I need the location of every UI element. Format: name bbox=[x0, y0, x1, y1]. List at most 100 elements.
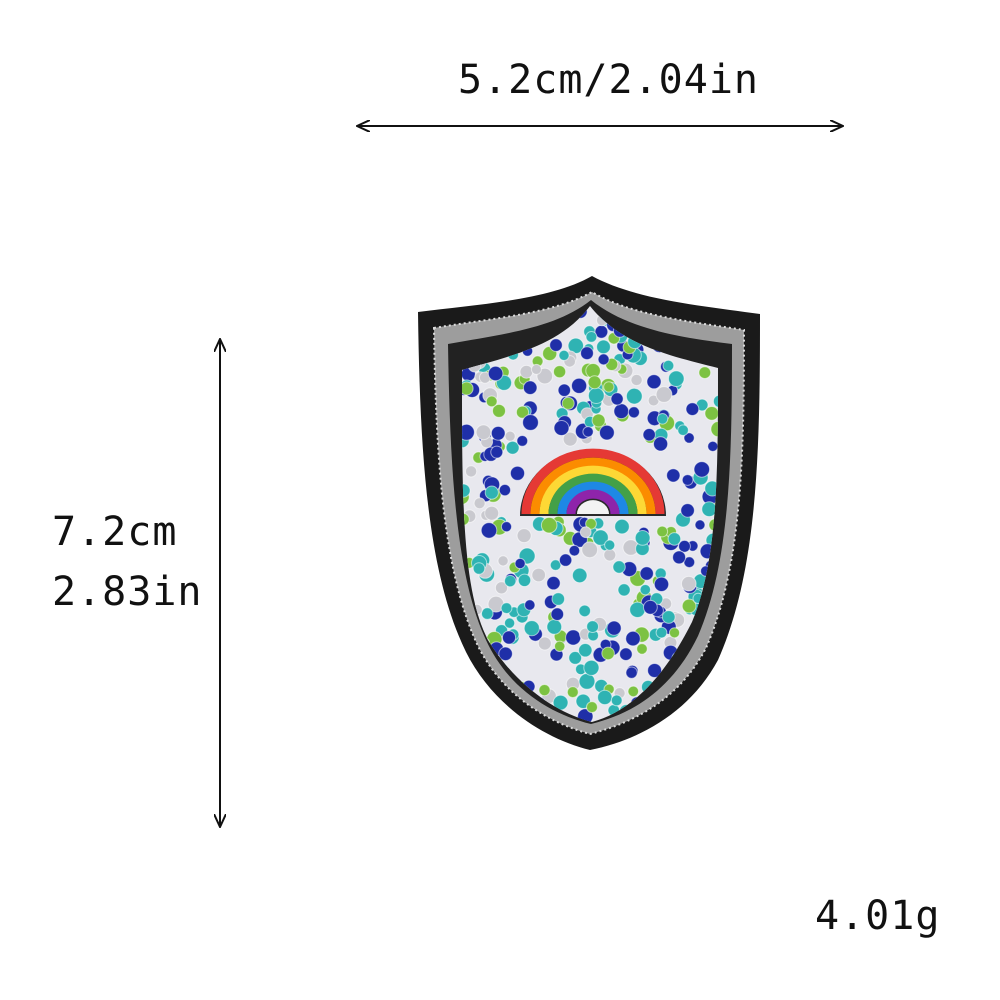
rhinestone bbox=[642, 428, 656, 442]
rhinestone bbox=[549, 338, 563, 352]
rhinestone bbox=[712, 394, 718, 408]
rhinestone bbox=[617, 583, 631, 597]
rhinestone bbox=[519, 364, 534, 379]
rhinestone bbox=[672, 550, 687, 565]
rhinestone bbox=[597, 353, 610, 366]
rhinestone bbox=[592, 529, 609, 546]
rhinestone bbox=[643, 599, 658, 615]
rhinestone bbox=[701, 501, 718, 518]
rhinestone bbox=[579, 526, 592, 539]
rhinestone bbox=[656, 413, 669, 425]
rhinestone bbox=[516, 528, 532, 544]
rhinestone bbox=[610, 392, 624, 406]
rhinestone bbox=[693, 701, 706, 714]
rhinestone bbox=[553, 365, 567, 379]
rhinestone bbox=[487, 365, 504, 382]
height-cm-label: 7.2cm bbox=[52, 509, 178, 555]
rhinestone bbox=[531, 567, 547, 583]
rhinestone bbox=[554, 640, 566, 652]
rhinestone bbox=[498, 483, 512, 497]
rhinestone bbox=[694, 698, 712, 716]
rhinestone bbox=[639, 566, 654, 581]
rhinestone bbox=[484, 505, 500, 521]
rhinestone bbox=[514, 557, 526, 570]
rhinestone bbox=[538, 684, 551, 697]
rhinestone bbox=[614, 518, 630, 535]
rhinestone bbox=[523, 620, 540, 637]
rhinestone bbox=[625, 666, 638, 679]
rhinestone bbox=[668, 370, 685, 388]
rhinestone bbox=[553, 420, 570, 436]
rhinestone bbox=[485, 395, 498, 408]
rhinestone bbox=[693, 461, 711, 478]
rhinestone bbox=[501, 630, 517, 645]
rhinestone bbox=[587, 375, 602, 390]
rhinestone bbox=[558, 553, 573, 567]
rhinestone bbox=[546, 619, 563, 635]
rhinestone bbox=[685, 402, 700, 417]
rhinestone bbox=[561, 396, 575, 410]
rhinestone bbox=[571, 377, 588, 394]
rhinestone bbox=[497, 555, 509, 567]
rhinestone bbox=[581, 541, 599, 559]
rhinestone bbox=[690, 715, 703, 722]
rhinestone bbox=[478, 701, 495, 718]
rhinestone bbox=[668, 627, 681, 639]
rhinestone bbox=[578, 673, 596, 690]
rhinestone bbox=[557, 383, 571, 397]
rhinestone bbox=[522, 380, 538, 396]
rhinestone bbox=[578, 643, 593, 658]
rhinestone bbox=[492, 403, 506, 418]
rhinestone bbox=[568, 544, 581, 557]
rhinestone bbox=[516, 435, 529, 447]
rhinestone bbox=[661, 610, 676, 624]
rhinestone bbox=[662, 359, 675, 372]
rhinestone bbox=[681, 598, 697, 614]
rhinestone bbox=[653, 576, 670, 592]
rhinestone bbox=[698, 366, 712, 380]
rhinestone bbox=[591, 413, 606, 428]
rhinestone bbox=[568, 651, 583, 665]
rhinestone bbox=[540, 516, 558, 534]
rhinestone bbox=[549, 559, 562, 571]
rhinestone bbox=[463, 699, 480, 716]
rhinestone bbox=[625, 387, 643, 405]
rhinestone bbox=[627, 406, 641, 419]
rhinestone bbox=[504, 617, 516, 629]
rhinestone bbox=[636, 643, 648, 655]
rhinestone bbox=[610, 694, 623, 707]
rhinestone bbox=[530, 363, 542, 375]
rhinestone bbox=[597, 689, 613, 706]
rhinestone bbox=[627, 685, 640, 698]
height-in-label: 2.83in bbox=[52, 569, 203, 615]
rhinestone bbox=[625, 630, 641, 647]
rhinestone bbox=[683, 432, 695, 444]
rainbow-icon bbox=[520, 448, 666, 516]
rhinestone bbox=[691, 696, 704, 709]
rhinestone bbox=[587, 387, 605, 405]
rhinestone bbox=[484, 485, 499, 500]
rhinestone bbox=[504, 574, 517, 588]
rhinestone bbox=[612, 560, 626, 574]
rhinestone bbox=[463, 692, 476, 705]
rhinestone bbox=[476, 688, 489, 701]
rhinestone bbox=[647, 663, 663, 678]
rhinestone bbox=[537, 636, 552, 651]
rhinestone bbox=[480, 522, 498, 539]
rhinestone bbox=[710, 691, 718, 706]
rhinestone bbox=[522, 414, 539, 431]
rhinestone bbox=[465, 465, 478, 478]
rhinestone bbox=[656, 525, 669, 538]
rhinestone bbox=[578, 604, 592, 618]
rhinestone bbox=[599, 424, 615, 441]
rhinestone bbox=[604, 539, 616, 551]
rhinestone bbox=[473, 497, 486, 510]
rhinestone bbox=[653, 436, 669, 452]
rhinestone bbox=[509, 465, 526, 481]
rhinestone bbox=[634, 530, 651, 546]
rhinestone bbox=[478, 714, 493, 722]
rhinestone bbox=[666, 468, 681, 483]
rhinestone bbox=[629, 601, 646, 618]
rhinestone bbox=[494, 581, 509, 595]
